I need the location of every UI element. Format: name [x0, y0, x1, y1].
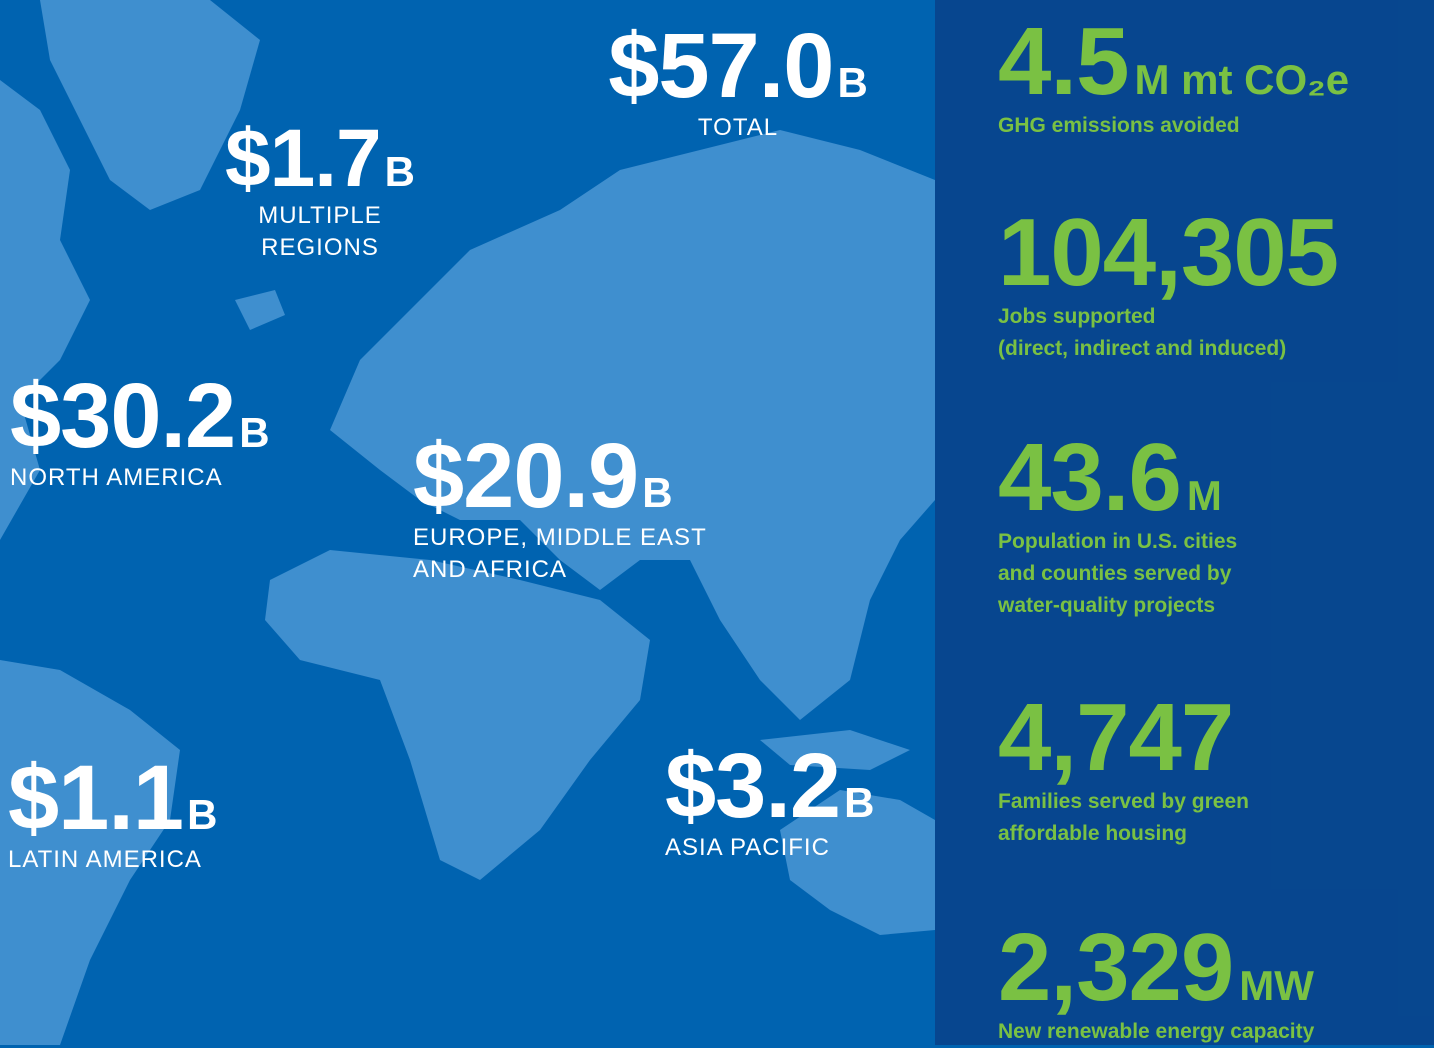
label: REGIONS [261, 234, 379, 261]
stat-value-row: 4,747 [998, 690, 1249, 786]
stat-value: 104,305 [998, 199, 1339, 306]
amount: $20.9 [413, 425, 639, 527]
stat-label: and counties served by [998, 562, 1232, 585]
region-total: $57.0B TOTAL [588, 20, 888, 144]
unit: B [844, 779, 875, 826]
label: NORTH AMERICA [10, 464, 223, 491]
unit: B [642, 469, 673, 516]
stat-label: affordable housing [998, 822, 1187, 845]
unit: B [837, 59, 868, 106]
africa [265, 550, 650, 880]
unit: B [239, 409, 270, 456]
stat-label: GHG emissions avoided [998, 114, 1240, 137]
indonesia [760, 730, 910, 770]
stat-label: (direct, indirect and induced) [998, 337, 1287, 360]
amount: $1.7 [225, 113, 382, 204]
amount: $1.1 [8, 747, 184, 849]
amount: $30.2 [10, 365, 236, 467]
stat-unit: M mt CO₂e [1134, 56, 1350, 103]
greenland [40, 0, 260, 210]
continents [0, 0, 935, 1045]
stat: 4,747 Families served by green affordable … [998, 690, 1249, 850]
eurasia [330, 130, 935, 720]
stat: 104,305 Jobs supported (direct, indirect a… [998, 205, 1339, 365]
unit: B [187, 791, 218, 838]
stat-label: water-quality projects [998, 594, 1216, 617]
label: MULTIPLE [258, 202, 382, 229]
stat: 2,329 MW New renewable energy capacity [998, 920, 1314, 1048]
region-latin-america: $1.1B LATIN AMERICA [8, 752, 217, 876]
stat: 4.5 M mt CO₂e GHG emissions avoided [998, 14, 1349, 142]
north-america [0, 80, 90, 540]
amount: $3.2 [665, 735, 841, 837]
iceland [235, 290, 285, 330]
amount: $57.0 [608, 15, 834, 117]
stat-value-row: 43.6 M [998, 430, 1237, 526]
australia [780, 790, 935, 935]
stat-label: Population in U.S. cities [998, 530, 1238, 553]
label: ASIA PACIFIC [665, 834, 830, 861]
stat: 43.6 M Population in U.S. cities and counti… [998, 430, 1237, 622]
stat-value: 4,747 [998, 684, 1234, 791]
stat-value: 43.6 [998, 424, 1182, 531]
label: EUROPE, MIDDLE EAST [413, 524, 707, 551]
region-emea: $20.9B EUROPE, MIDDLE EAST AND AFRICA [413, 430, 707, 586]
unit: B [384, 148, 415, 195]
label: AND AFRICA [413, 556, 568, 583]
region-multiple: $1.7B MULTIPLE REGIONS [220, 118, 420, 264]
stat-value: 2,329 [998, 914, 1234, 1021]
stat-label: Families served by green [998, 790, 1249, 813]
stat-unit: M [1186, 472, 1222, 519]
stat-value-row: 2,329 MW [998, 920, 1314, 1016]
stat-value-row: 4.5 M mt CO₂e [998, 14, 1349, 110]
stat-value-row: 104,305 [998, 205, 1339, 301]
stat-value: 4.5 [998, 8, 1129, 115]
stat-label: Jobs supported [998, 305, 1156, 328]
stats-panel [935, 0, 1434, 1045]
stat-unit: MW [1239, 962, 1314, 1009]
stat-label: New renewable energy capacity [998, 1020, 1315, 1043]
label: LATIN AMERICA [8, 846, 202, 873]
south-america [0, 660, 180, 1045]
region-north-america: $30.2B NORTH AMERICA [10, 370, 270, 494]
region-asia-pacific: $3.2B ASIA PACIFIC [665, 740, 874, 864]
label: TOTAL [697, 114, 779, 141]
